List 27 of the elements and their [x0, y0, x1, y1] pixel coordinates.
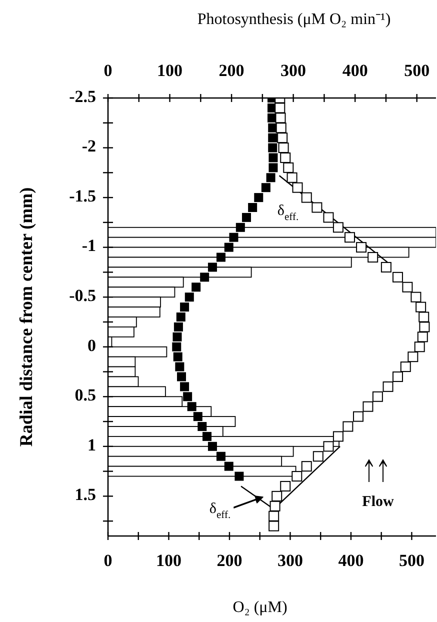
x-tick-label: 500 — [398, 550, 424, 570]
x-tick-label: 0 — [104, 550, 112, 570]
x-tick-label: 200 — [216, 550, 242, 570]
annotation: δ$_{eff.}$ — [277, 203, 299, 223]
x2-tick-label: 400 — [342, 60, 368, 80]
y-tick-label: -2.5 — [69, 86, 96, 106]
y-tick-label: -1.5 — [69, 186, 96, 206]
x2-axis-title: Photosynthesis (μM O₂ min⁻¹) — [197, 11, 391, 28]
y-tick-label: 1.5 — [74, 485, 96, 504]
y-tick-label: -2 — [82, 136, 96, 156]
x2-tick-label: 200 — [218, 60, 244, 80]
x2-tick-label: 0 — [104, 60, 112, 80]
x2-tick-label: 300 — [280, 60, 306, 80]
y-tick-label: 1 — [88, 435, 96, 454]
annotation: δ$_{eff.}$ — [209, 501, 231, 521]
x-tick-label: 300 — [277, 550, 303, 570]
x-tick-label: 400 — [338, 550, 364, 570]
annotation: Flow — [362, 494, 394, 510]
y-tick-label: 0.5 — [74, 386, 96, 405]
x2-tick-label: 500 — [404, 60, 430, 80]
x2-tick-label: 100 — [157, 60, 183, 80]
y-tick-label: -1 — [82, 236, 96, 256]
y-axis-title: Radial distance from center (mm) — [16, 187, 36, 447]
y-tick-label: -0.5 — [69, 286, 96, 305]
y-tick-label: 0 — [88, 336, 96, 355]
x-tick-label: 100 — [156, 550, 182, 570]
x-axis-title: O₂ (μM) — [232, 599, 288, 616]
